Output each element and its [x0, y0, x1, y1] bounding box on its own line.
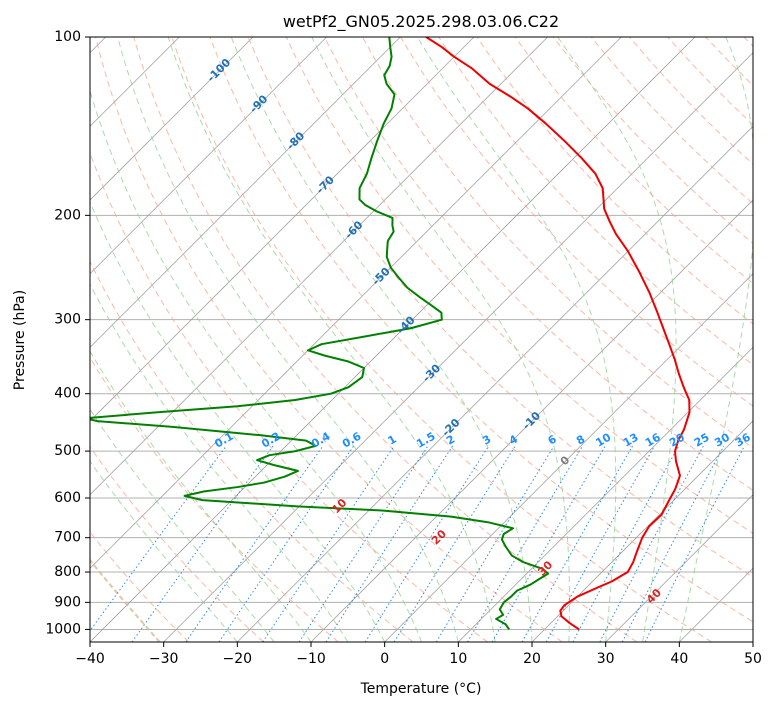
mixing-ratio-line — [325, 445, 454, 642]
moist-adiabat-line — [90, 350, 312, 642]
dry-adiabat-line — [90, 445, 264, 642]
y-axis-label: Pressure (hPa) — [12, 290, 28, 390]
dry-adiabat-line — [133, 37, 638, 642]
moist-adiabat-line — [90, 460, 238, 642]
moist-adiabat-line — [117, 37, 459, 642]
x-tick-label: 30 — [597, 651, 615, 667]
isotherm-line — [237, 125, 753, 642]
moist-adiabat-line — [557, 37, 677, 642]
dry-adiabat-line — [247, 37, 753, 578]
isotherm-line — [458, 346, 753, 642]
isotherm-line — [90, 37, 622, 569]
moist-adiabat-line — [90, 89, 422, 642]
y-tick-label: 300 — [54, 312, 81, 328]
dry-adiabat-line — [323, 37, 753, 491]
y-tick-label: 100 — [54, 29, 81, 45]
x-tick-label: 10 — [449, 651, 467, 667]
mixing-ratio-line — [185, 445, 324, 642]
mixing-ratio-line — [644, 445, 745, 642]
mixing-ratio-line — [218, 445, 355, 642]
x-axis-label: Temperature (°C) — [360, 681, 482, 697]
dry-adiabat-line — [90, 260, 414, 642]
y-tick-label: 700 — [54, 530, 81, 546]
y-tick-label: 1000 — [45, 621, 81, 637]
mixing-ratio-line — [131, 445, 274, 642]
isotherm-line — [163, 52, 753, 642]
moist-adiabat-line — [230, 37, 533, 642]
plot-frame — [89, 36, 754, 643]
dry-adiabat-line — [171, 37, 713, 642]
plot-background — [90, 37, 753, 642]
dry-adiabat-line — [90, 356, 339, 642]
dry-adiabat-line — [476, 37, 753, 325]
mixing-ratio-line — [298, 445, 429, 642]
moist-adiabat-line — [90, 408, 275, 642]
mixing-ratio-line — [621, 445, 725, 642]
x-tick-label: −40 — [75, 651, 105, 667]
axes: −40 −30 −20 −10 0 10 20 30 40 50 100 200 300 400 500 60… — [45, 29, 762, 667]
x-tick-label: 0 — [380, 651, 389, 667]
temperature-profile-line — [425, 37, 691, 631]
mixing-ratio-line — [393, 445, 516, 642]
x-tick-label: 40 — [670, 651, 688, 667]
mixing-ratio-line — [364, 445, 490, 642]
dry-adiabat-line — [514, 37, 753, 285]
y-tick-label: 800 — [54, 564, 81, 580]
mixing-ratio-line — [521, 445, 633, 642]
mixing-ratio-line — [435, 445, 555, 642]
dry-adiabat-line — [209, 37, 753, 623]
y-tick-label: 900 — [54, 594, 81, 610]
moist-adiabat-line — [678, 37, 753, 642]
mixing-ratio-line — [262, 445, 395, 642]
isotherm-line — [384, 273, 753, 642]
isotherm-line — [90, 37, 475, 422]
dry-adiabat-line — [285, 37, 753, 534]
y-tick-label: 600 — [54, 490, 81, 506]
mixing-ratio-line — [467, 445, 584, 642]
x-tick-label: 20 — [523, 651, 541, 667]
isotherm-line — [605, 494, 753, 642]
chart-title: wetPf2_GN05.2025.298.03.06.C22 — [283, 12, 559, 32]
x-tick-label: −10 — [296, 651, 326, 667]
plot-area: -100-90-80-70-60-50-40-30-20 -10010203040… — [90, 37, 753, 642]
y-tick-label: 200 — [54, 207, 81, 223]
isotherm-line — [90, 37, 327, 275]
isotherm-line — [531, 420, 753, 642]
y-tick-label: 500 — [54, 443, 81, 459]
moist-adiabat-line — [167, 37, 496, 642]
moist-adiabat-line — [416, 37, 617, 642]
y-tick-label: 400 — [54, 386, 81, 402]
isotherm-line — [90, 37, 548, 496]
isotherm-line — [90, 37, 401, 348]
mixing-ratio-line — [545, 445, 656, 642]
dewpoint-profile-line — [90, 37, 550, 631]
x-tick-label: 50 — [744, 651, 762, 667]
isotherm-line — [90, 37, 696, 642]
isotherm-line — [752, 641, 753, 642]
moist-adiabat-line — [90, 283, 349, 642]
moist-adiabat-line — [311, 37, 570, 642]
dry-adiabat-line — [95, 37, 563, 642]
x-tick-label: −20 — [223, 651, 253, 667]
moist-adiabat-line — [90, 200, 386, 642]
x-tick-label: −30 — [149, 651, 179, 667]
